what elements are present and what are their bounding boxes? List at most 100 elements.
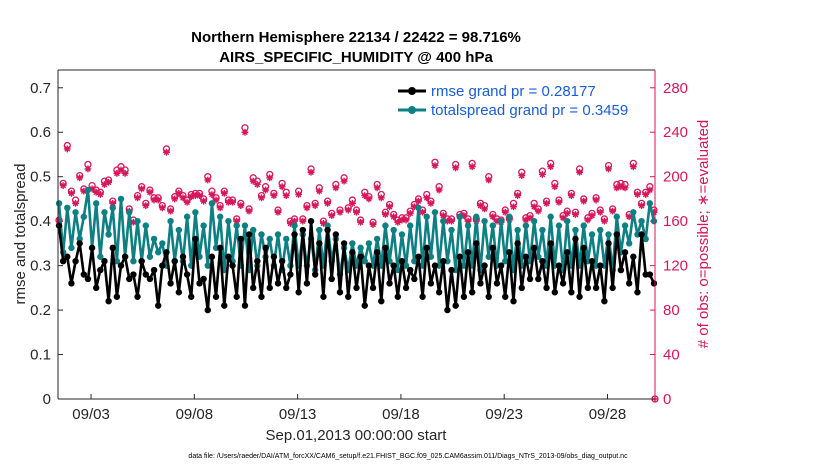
totalspread-point — [324, 222, 331, 229]
obs-evaluated-marker — [191, 192, 199, 199]
rmse-point — [332, 231, 340, 238]
totalspread-point — [411, 257, 418, 265]
obs-evaluated-marker — [138, 185, 146, 193]
totalspread-point — [427, 253, 435, 260]
left-y-tick-label: 0 — [43, 391, 51, 408]
obs-evaluated-marker — [522, 216, 530, 224]
obs-evaluated-marker — [291, 217, 298, 225]
rmse-point — [307, 217, 315, 225]
totalspread-point — [68, 244, 75, 252]
rmse-point — [613, 231, 620, 238]
totalspread-point — [349, 240, 356, 247]
obs-evaluated-marker — [105, 178, 113, 186]
rmse-point — [473, 240, 480, 247]
left-y-tick-label: 0.3 — [30, 258, 51, 275]
totalspread-point — [233, 222, 240, 229]
obs-evaluated-marker — [183, 198, 191, 206]
rmse-point — [477, 280, 484, 287]
rmse-point — [311, 271, 319, 278]
rmse-point — [93, 284, 100, 292]
rmse-point — [609, 284, 616, 292]
rmse-point — [431, 262, 439, 269]
rmse-point — [208, 253, 216, 260]
obs-evaluated-marker — [258, 194, 265, 202]
rmse-point — [390, 262, 397, 269]
obs-evaluated-marker — [88, 185, 96, 193]
obs-evaluated-marker — [592, 196, 600, 204]
totalspread-point — [613, 213, 620, 220]
obs-evaluated-marker — [340, 177, 348, 185]
obs-evaluated-marker — [415, 197, 422, 205]
rmse-point — [254, 257, 261, 265]
left-y-tick-label: 0.1 — [30, 347, 51, 364]
obs-evaluated-marker — [625, 213, 633, 221]
rmse-point — [250, 284, 257, 292]
rmse-point — [258, 293, 265, 300]
rmse-point — [415, 253, 422, 260]
rmse-point — [444, 306, 451, 314]
rmse-point — [150, 266, 158, 274]
rmse-point — [460, 293, 468, 300]
obs-evaluated-marker — [600, 217, 608, 225]
x-tick-label: 09/08 — [176, 406, 214, 423]
rmse-point — [502, 293, 509, 300]
obs-evaluated-marker — [253, 181, 261, 188]
obs-evaluated-marker — [435, 186, 443, 194]
totalspread-point — [225, 217, 232, 225]
obs-evaluated-marker — [146, 188, 154, 196]
rmse-point — [188, 293, 195, 300]
totalspread-point — [456, 213, 463, 220]
totalspread-point — [431, 209, 439, 216]
obs-evaluated-marker — [576, 168, 583, 176]
rmse-point — [233, 293, 240, 300]
obs-evaluated-marker — [204, 176, 212, 184]
obs-evaluated-marker — [353, 208, 360, 216]
rmse-point — [419, 293, 426, 300]
rmse-point — [522, 253, 530, 260]
rmse-point — [456, 253, 463, 260]
rmse-point — [357, 253, 364, 260]
obs-evaluated-marker — [241, 128, 249, 136]
totalspread-point — [539, 226, 546, 234]
rmse-point — [625, 280, 633, 287]
rmse-point — [435, 289, 443, 296]
totalspread-point — [76, 235, 83, 243]
rmse-point — [353, 284, 360, 292]
rmse-point — [493, 280, 501, 287]
rmse-point — [216, 244, 224, 252]
obs-evaluated-marker — [464, 217, 472, 225]
totalspread-point — [64, 204, 71, 212]
totalspread-point — [530, 217, 538, 225]
rmse-point — [551, 289, 559, 296]
totalspread-point — [258, 231, 265, 238]
rmse-point — [159, 262, 166, 269]
obs-evaluated-marker — [196, 192, 203, 199]
obs-evaluated-marker — [237, 202, 245, 210]
rmse-point — [597, 262, 604, 269]
obs-evaluated-marker — [357, 218, 365, 226]
totalspread-point — [316, 226, 323, 234]
totalspread-point — [597, 226, 604, 234]
rmse-point — [650, 280, 658, 287]
totalspread-point — [473, 213, 480, 220]
rmse-point — [283, 284, 290, 292]
totalspread-point — [72, 209, 79, 216]
rmse-point — [328, 275, 335, 283]
obs-evaluated-marker — [634, 191, 641, 198]
rmse-point — [68, 280, 75, 287]
totalspread-point — [105, 231, 112, 238]
obs-count-series — [55, 124, 659, 403]
totalspread-point — [200, 222, 207, 229]
rmse-point — [382, 244, 389, 252]
obs-evaluated-marker — [580, 197, 588, 205]
obs-evaluated-marker — [332, 184, 340, 192]
totalspread-point — [55, 200, 63, 207]
totalspread-point — [398, 231, 406, 238]
totalspread-point — [250, 226, 257, 234]
obs-evaluated-marker — [245, 207, 253, 215]
totalspread-point — [274, 231, 282, 238]
totalspread-point — [485, 253, 492, 260]
obs-evaluated-marker — [96, 191, 104, 198]
totalspread-point — [146, 253, 154, 260]
rmse-point — [138, 257, 145, 265]
